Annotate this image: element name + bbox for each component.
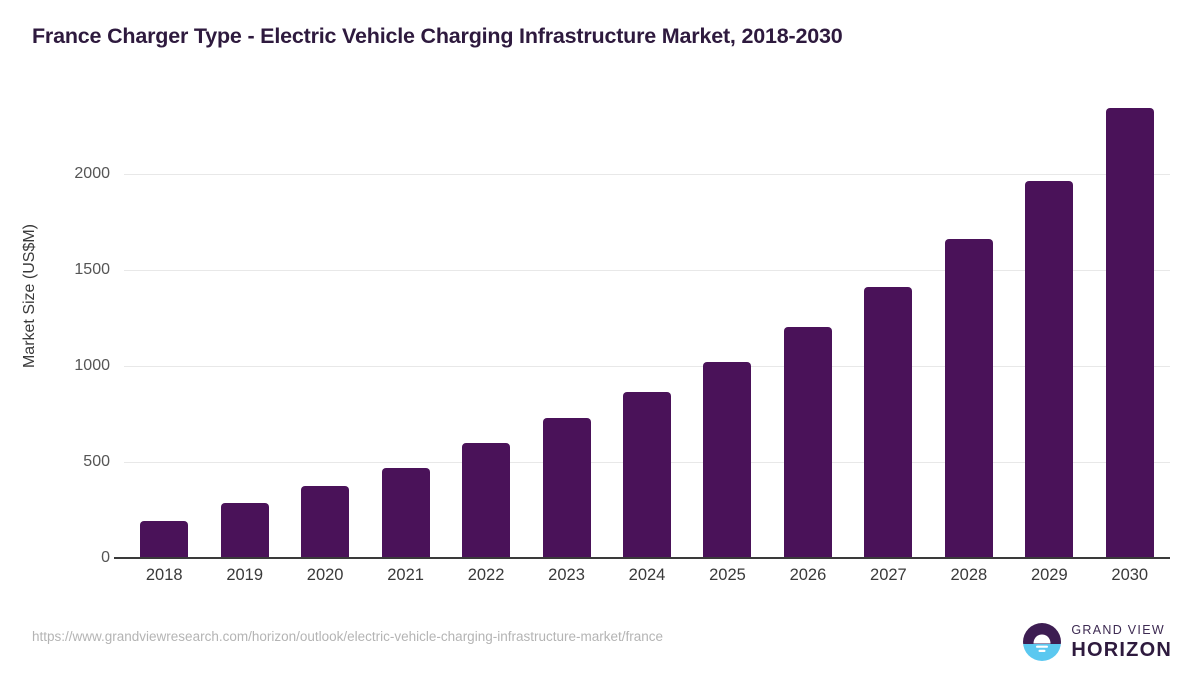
bar[interactable]	[462, 443, 511, 558]
bar[interactable]	[1025, 181, 1074, 558]
bar[interactable]	[623, 391, 671, 558]
x-axis-line	[114, 557, 1170, 559]
logo-text-line2: HORIZON	[1071, 638, 1172, 661]
bar[interactable]	[1105, 108, 1154, 558]
x-axis-tick-label: 2021	[387, 566, 424, 584]
gridline	[124, 366, 1170, 368]
x-axis-tick-labels: 2018 2019 2020 2021 2022 2023 2024 2025 2026 2027…	[124, 566, 1170, 596]
x-axis-tick-label: 2029	[1030, 566, 1068, 584]
brand-logo: GRAND VIEW HORIZON	[1022, 620, 1172, 664]
logo-text: GRAND VIEW HORIZON	[1071, 624, 1172, 660]
x-axis-tick-label: 2018	[145, 566, 183, 584]
x-axis-tick-label: 2030	[1111, 566, 1149, 584]
x-axis-tick-label: 2026	[789, 566, 827, 584]
gridline	[124, 174, 1170, 176]
page-title: France Charger Type - Electric Vehicle C…	[32, 24, 843, 48]
y-axis-tick-label: 1500	[74, 261, 110, 279]
x-axis-tick-label: 2023	[548, 566, 585, 584]
bar[interactable]	[542, 418, 591, 558]
source-url[interactable]: https://www.grandviewresearch.com/horizo…	[32, 629, 664, 644]
y-axis-tick-label: 0	[101, 549, 110, 566]
x-axis-tick-label: 2024	[628, 566, 666, 584]
x-axis-tick-label: 2027	[870, 566, 907, 584]
x-axis-tick-label: 2019	[226, 566, 264, 584]
y-axis-tick-label: 2000	[74, 165, 110, 183]
grand-view-horizon-logo-icon	[1023, 623, 1062, 661]
x-axis-tick-label: 2025	[709, 566, 746, 584]
bar[interactable]	[220, 502, 269, 558]
logo-text-line1: GRAND VIEW	[1071, 623, 1165, 638]
bar[interactable]	[301, 485, 350, 558]
bar[interactable]	[944, 238, 993, 558]
x-axis-tick-label: 2022	[467, 566, 505, 584]
y-axis-tick-label: 1000	[74, 357, 110, 375]
y-axis-tick-label: 500	[83, 453, 110, 471]
plot-area	[124, 92, 1170, 558]
bar[interactable]	[381, 467, 430, 558]
gridline	[124, 270, 1170, 272]
bar[interactable]	[703, 361, 752, 558]
bar[interactable]	[783, 326, 832, 558]
y-axis-tick-labels: 0 500 1000 1500 2000	[0, 92, 110, 566]
bar[interactable]	[864, 286, 913, 558]
bar[interactable]	[140, 520, 189, 558]
x-axis-tick-label: 2020	[306, 566, 344, 584]
x-axis-tick-label: 2028	[950, 566, 988, 584]
